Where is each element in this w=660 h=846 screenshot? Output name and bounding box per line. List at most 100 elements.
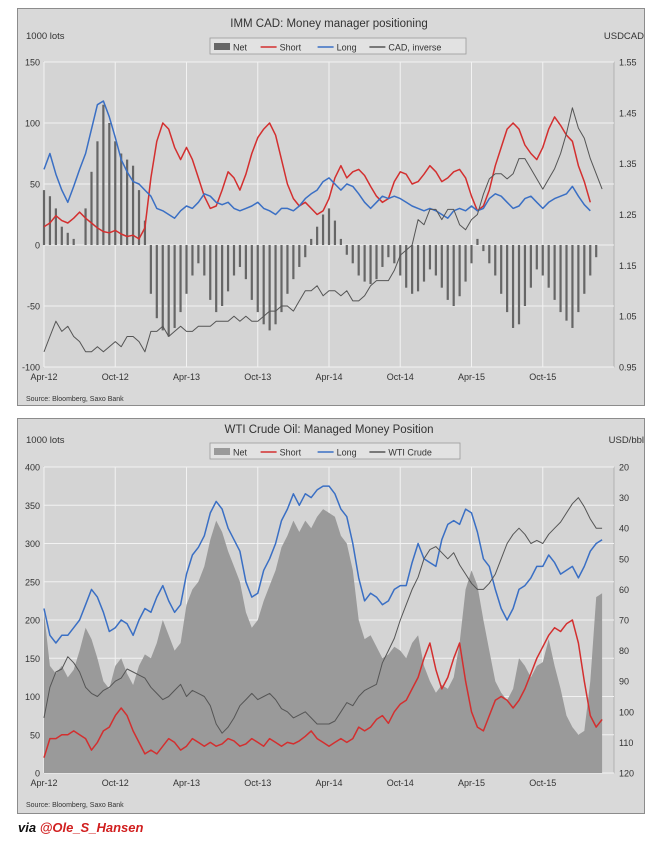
imm-net-bar xyxy=(422,245,426,282)
imm-net-bar xyxy=(333,220,337,245)
imm-net-bar xyxy=(440,245,443,288)
imm-left-tick-label: 100 xyxy=(25,119,40,129)
imm-net-bar xyxy=(369,245,372,285)
imm-net-bar xyxy=(244,245,247,280)
wti-legend-label-1: Short xyxy=(280,448,302,458)
imm-net-bar xyxy=(589,245,592,276)
imm-left-tick-label: 150 xyxy=(25,58,40,68)
imm-net-bar xyxy=(327,208,331,245)
imm-net-bar xyxy=(458,245,461,297)
wti-right-tick-label: 110 xyxy=(619,738,633,748)
imm-net-bar xyxy=(167,245,170,337)
credit-line: via @Ole_S_Hansen xyxy=(18,820,143,835)
imm-net-bar xyxy=(464,245,467,282)
wti-title: WTI Crude Oil: Managed Money Position xyxy=(224,424,433,436)
wti-source: Source: Bloomberg, Saxo Bank xyxy=(26,802,124,809)
wti-legend-label-2: Long xyxy=(337,448,357,458)
imm-net-bars xyxy=(42,104,598,337)
wti-left-tick-label: 150 xyxy=(25,654,40,664)
imm-series-long-line xyxy=(43,100,591,219)
wti-left-tick-label: 100 xyxy=(25,692,40,702)
imm-net-bar xyxy=(292,245,295,280)
imm-net-bar xyxy=(577,245,580,313)
imm-legend-label-1: Short xyxy=(280,43,302,53)
imm-net-bar xyxy=(393,245,396,264)
imm-net-bar xyxy=(90,171,93,245)
imm-right-tick-label: 1.45 xyxy=(619,108,637,118)
imm-x-tick-label: Apr-14 xyxy=(315,372,342,382)
imm-net-bar xyxy=(149,245,152,294)
imm-net-bar xyxy=(595,245,598,258)
imm-net-bar xyxy=(274,245,277,325)
imm-cad-chart-panel: IMM CAD: Money manager positioning 1000 l… xyxy=(17,8,645,406)
imm-net-bar xyxy=(203,245,206,276)
wti-left-tick-label: 400 xyxy=(25,463,40,473)
wti-x-tick-label: Apr-12 xyxy=(30,778,57,788)
imm-x-tick-label: Oct-14 xyxy=(387,372,414,382)
imm-x-tick-label: Apr-15 xyxy=(458,372,485,382)
wti-crude-chart-panel: WTI Crude Oil: Managed Money Position 100… xyxy=(17,418,645,814)
imm-legend-swatch-net xyxy=(214,43,230,50)
imm-net-bar xyxy=(286,245,289,294)
imm-net-bar xyxy=(535,245,538,270)
wti-right-tick-label: 100 xyxy=(619,707,634,717)
wti-right-tick-label: 20 xyxy=(619,463,629,473)
credit-handle: @Ole_S_Hansen xyxy=(39,820,144,835)
wti-right-tick-label: 50 xyxy=(619,554,629,564)
imm-net-bar xyxy=(238,245,242,267)
wti-legend-label-0: Net xyxy=(233,448,248,458)
imm-net-bar xyxy=(54,208,57,245)
imm-series-cad-inverse-line xyxy=(43,107,603,353)
wti-x-tick-label: Oct-12 xyxy=(102,778,129,788)
imm-left-tick-label: 0 xyxy=(35,241,40,251)
credit-prefix: via xyxy=(18,820,40,835)
imm-net-bar xyxy=(268,245,271,331)
wti-x-tick-label: Oct-13 xyxy=(244,778,271,788)
imm-net-bar xyxy=(197,245,200,264)
wti-x-tick-label: Apr-14 xyxy=(315,778,342,788)
imm-x-tick-label: Oct-13 xyxy=(244,372,271,382)
imm-series-short-line xyxy=(43,116,592,240)
wti-left-tick-label: 200 xyxy=(25,616,40,626)
imm-net-bar xyxy=(209,245,212,300)
imm-net-bar xyxy=(506,245,509,313)
imm-net-bar xyxy=(102,104,105,245)
imm-net-bar xyxy=(470,245,473,264)
imm-net-bar xyxy=(428,245,432,270)
imm-net-bar xyxy=(357,245,360,276)
imm-left-axis-label: 1000 lots xyxy=(26,31,65,42)
imm-net-bar xyxy=(416,245,420,292)
imm-legend-label-0: Net xyxy=(233,43,248,53)
imm-left-tick-label: -50 xyxy=(27,302,40,312)
imm-net-bar xyxy=(523,245,527,306)
imm-legend-label-3: CAD, inverse xyxy=(388,43,441,53)
wti-x-tick-label: Apr-13 xyxy=(173,778,200,788)
imm-source: Source: Bloomberg, Saxo Bank xyxy=(26,396,124,403)
imm-net-bar xyxy=(452,245,455,306)
wti-right-tick-label: 30 xyxy=(619,493,629,503)
wti-series-wti-crude-line xyxy=(43,497,603,734)
imm-net-bar xyxy=(42,190,46,245)
wti-right-axis-label: USD/bbl xyxy=(609,435,644,446)
imm-left-tick-label: 50 xyxy=(30,180,40,190)
wti-left-axis-label: 1000 lots xyxy=(26,435,65,446)
wti-right-tick-label: 80 xyxy=(619,646,629,656)
wti-left-tick-label: 50 xyxy=(30,730,40,740)
imm-net-bar xyxy=(60,226,63,245)
imm-net-bar xyxy=(66,232,69,245)
imm-net-bar xyxy=(226,245,230,292)
imm-net-bar xyxy=(215,245,218,313)
imm-net-bar xyxy=(387,245,390,258)
imm-net-bar xyxy=(321,214,325,245)
imm-net-bar xyxy=(232,245,236,276)
imm-net-bar xyxy=(351,245,354,264)
imm-right-tick-label: 1.05 xyxy=(619,312,637,322)
wti-right-tick-label: 120 xyxy=(619,769,634,779)
imm-x-tick-label: Apr-13 xyxy=(173,372,200,382)
imm-net-bar xyxy=(280,245,283,313)
wti-series-short-line xyxy=(43,619,603,758)
wti-right-tick-label: 40 xyxy=(619,524,629,534)
wti-right-tick-label: 90 xyxy=(619,677,629,687)
imm-net-bar xyxy=(476,238,479,245)
imm-x-tick-label: Oct-15 xyxy=(529,372,556,382)
